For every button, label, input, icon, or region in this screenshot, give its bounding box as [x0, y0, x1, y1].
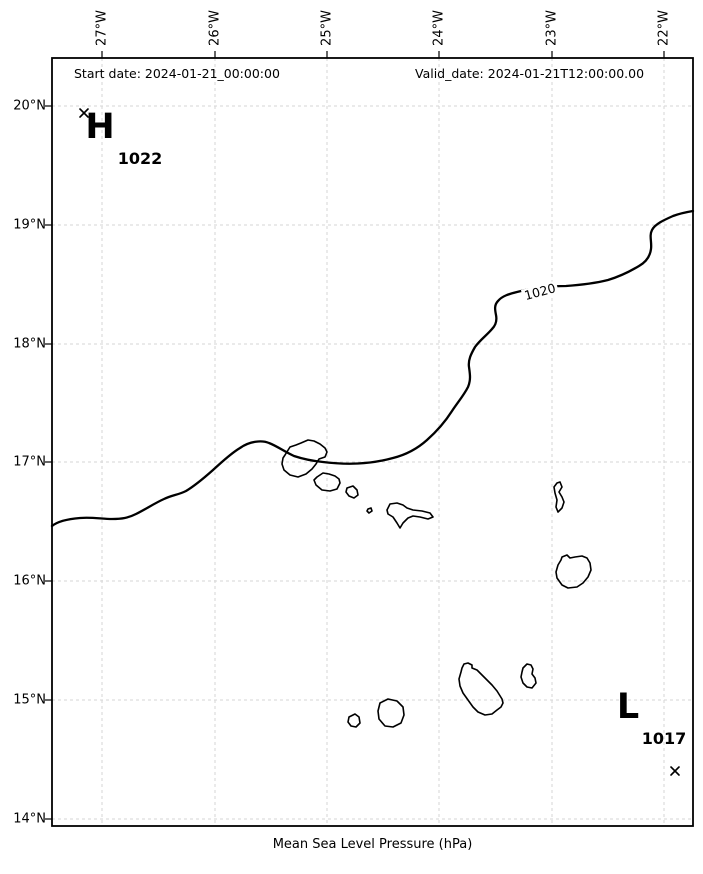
island-fogo [377, 698, 405, 728]
lon-tick-label-22w: 22°W [656, 10, 672, 46]
island-santiago [458, 662, 504, 716]
isobar-1020-line [50, 209, 695, 528]
valid-date-text: Valid_date: 2024-01-21T12:00:00.00 [415, 66, 645, 81]
lat-tick-label-19n: 19°N [13, 217, 46, 233]
lat-tick-label-18n: 18°N [13, 336, 46, 352]
lon-tick-label-23w: 23°W [544, 10, 560, 46]
low-center-x-marker [670, 766, 680, 776]
island-maio [520, 663, 537, 689]
islet-raso [366, 507, 373, 514]
island-coastlines [281, 439, 592, 728]
island-sao-vicente [313, 472, 341, 492]
lat-tick-label-20n: 20°N [13, 98, 46, 114]
lon-tick-label-25w: 25°W [319, 10, 335, 46]
lat-tick-label-15n: 15°N [13, 692, 46, 708]
lon-tick-label-24w: 24°W [431, 10, 447, 46]
grid-lines [52, 58, 693, 826]
island-sal [553, 481, 565, 513]
bottom-axis-title: Mean Sea Level Pressure (hPa) [272, 837, 473, 852]
island-brava [347, 713, 361, 728]
axis-ticks [45, 51, 665, 820]
lat-tick-label-17n: 17°N [13, 454, 46, 470]
lat-tick-label-14n: 14°N [13, 811, 46, 827]
island-sao-nicolau [386, 502, 434, 529]
high-pressure-value: 1022 [117, 149, 163, 168]
lon-tick-label-26w: 26°W [207, 10, 223, 46]
lon-tick-label-27w: 27°W [94, 10, 110, 46]
island-boa-vista [555, 554, 592, 589]
start-date-text: Start date: 2024-01-21_00:00:00 [74, 66, 280, 81]
high-pressure-symbol: H [85, 107, 115, 148]
island-santa-luzia [345, 485, 359, 499]
low-pressure-value: 1017 [641, 729, 687, 748]
island-santo-antao [281, 439, 328, 478]
low-pressure-symbol: L [616, 687, 640, 728]
map-border [51, 57, 694, 827]
lat-tick-label-16n: 16°N [13, 573, 46, 589]
high-center-x-marker [79, 108, 89, 118]
